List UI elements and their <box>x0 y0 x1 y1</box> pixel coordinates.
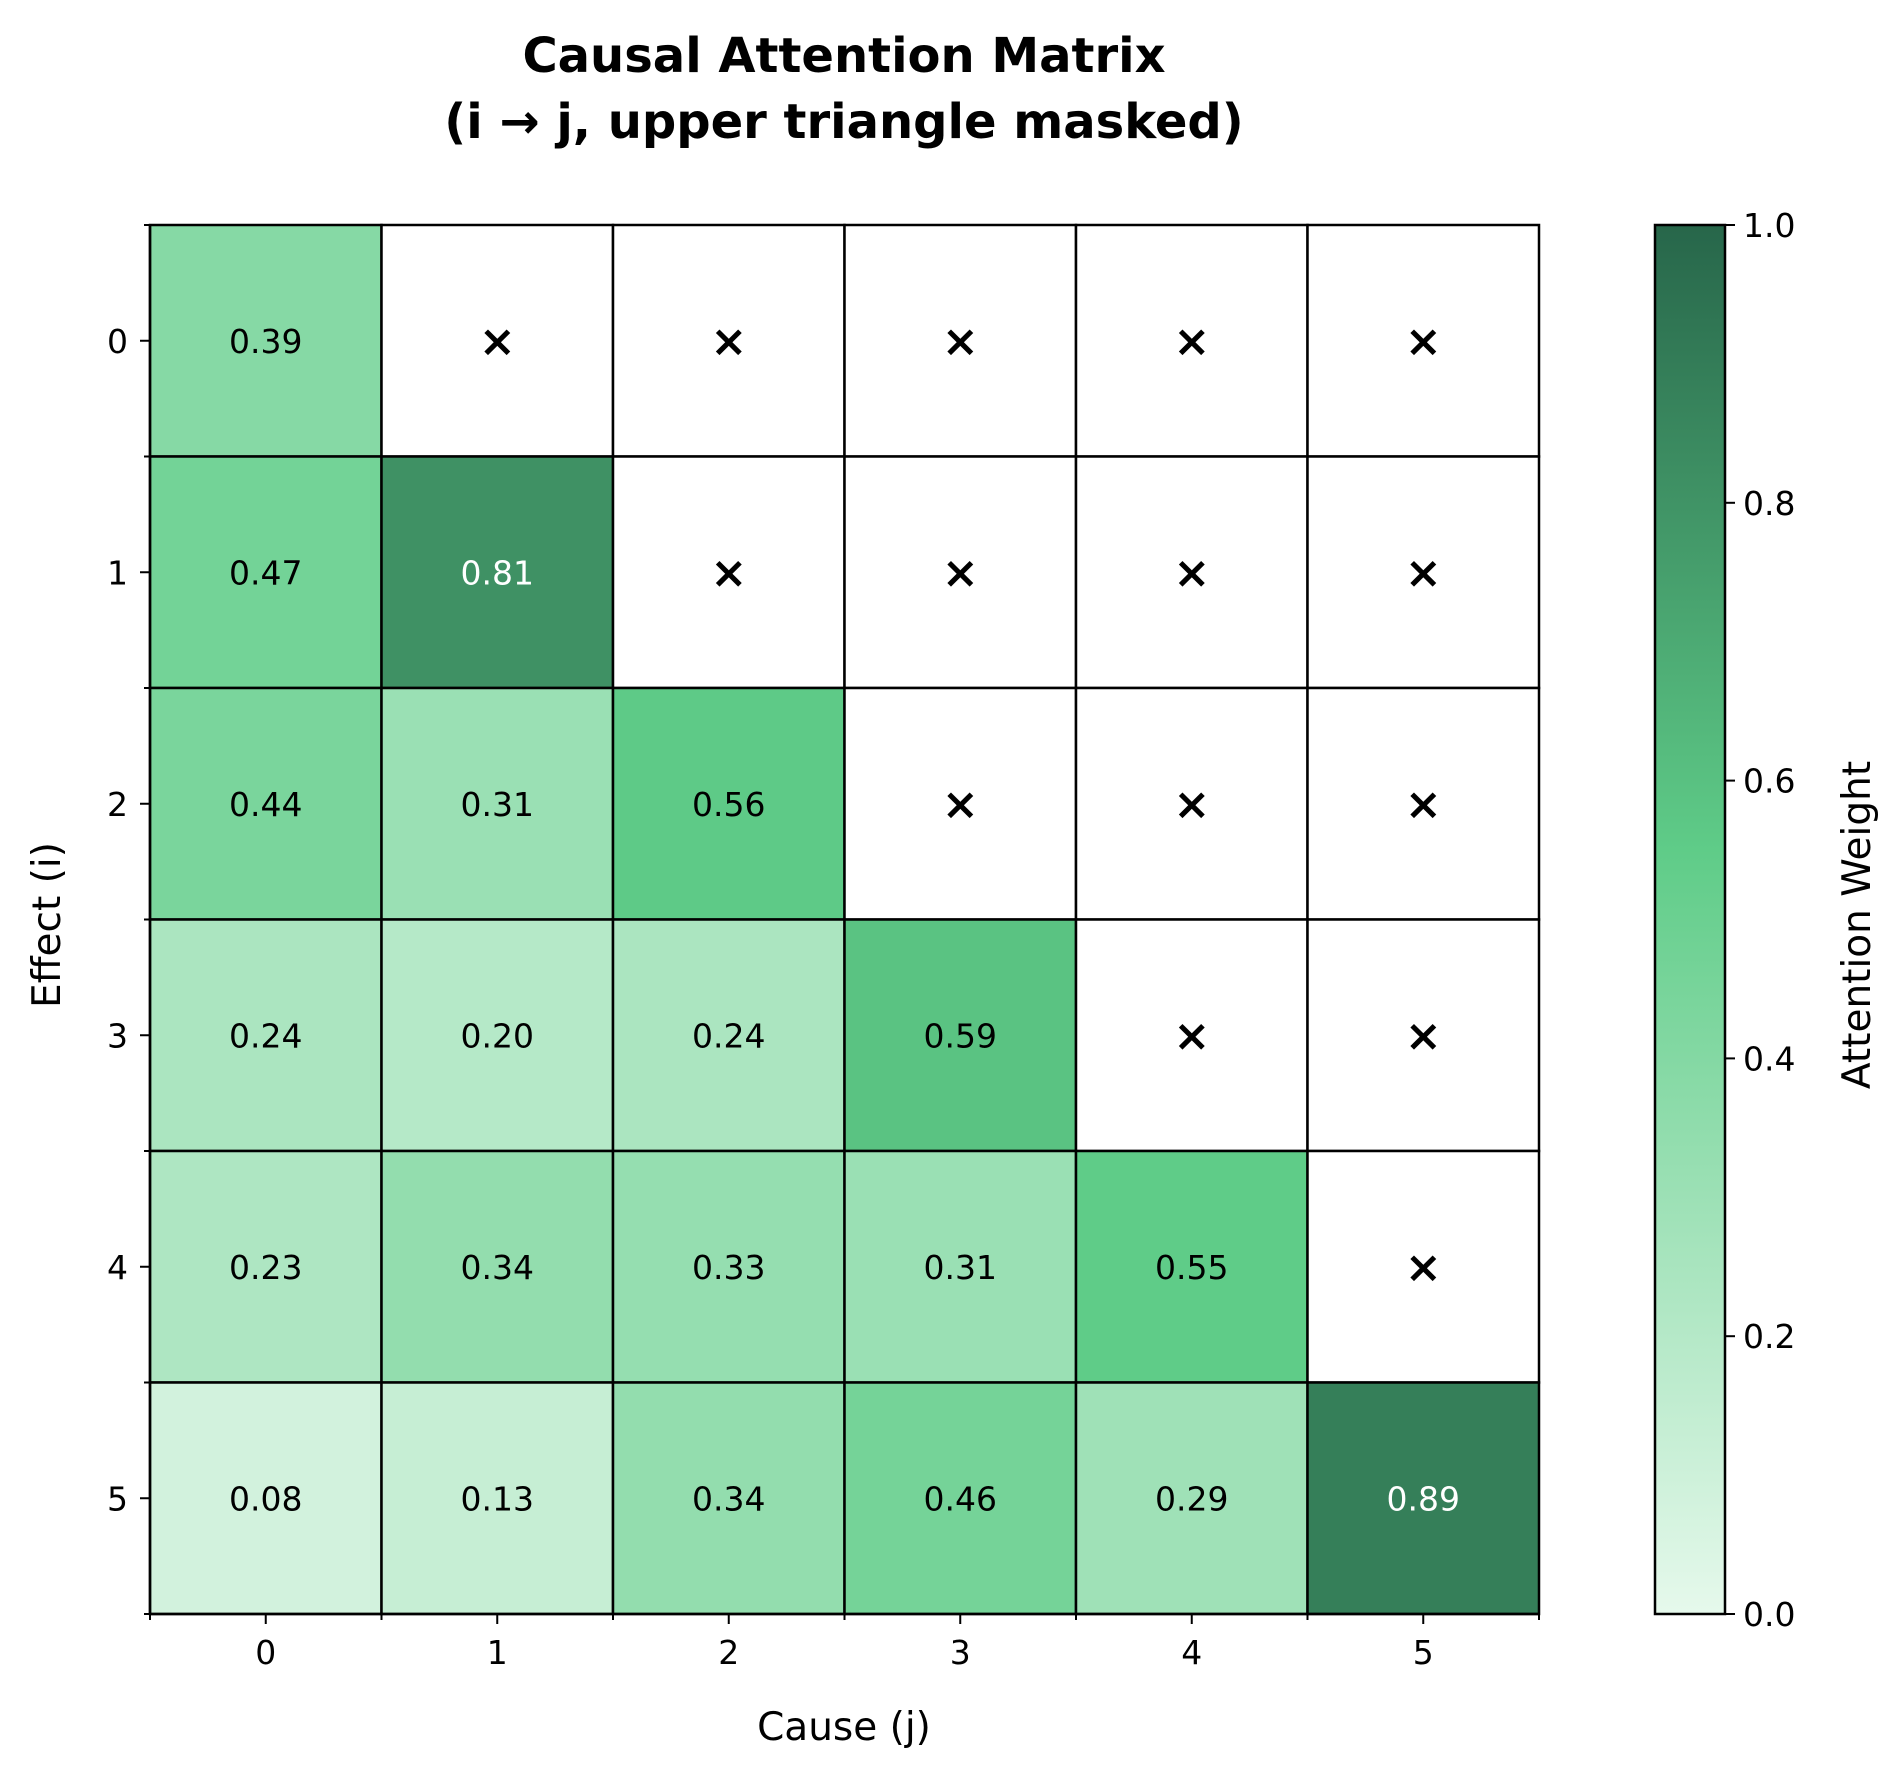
cell-value-label-5-3: 0.46 <box>924 1479 997 1518</box>
cell-value-label-5-1: 0.13 <box>461 1479 534 1518</box>
chart-title-line-2: (i → j, upper triangle masked) <box>444 94 1243 150</box>
heatmap-cell-3-0 <box>148 918 383 1153</box>
colorbar-label: Attention Weight <box>1835 761 1880 1089</box>
heatmap-cell-0-4 <box>1074 223 1309 458</box>
heatmap-cell-5-0 <box>148 1381 383 1616</box>
heatmap-cell-1-5 <box>1306 455 1541 690</box>
masked-cell-marker-0-3: × <box>942 316 979 367</box>
heatmap-axes: 0 1 2 3 4 5 0 1 2 3 4 5 <box>107 224 1540 1672</box>
y-tick-label-5: 5 <box>107 1479 128 1518</box>
y-tick-label-2: 2 <box>107 785 128 824</box>
masked-cell-marker-0-1: × <box>479 316 516 367</box>
masked-cell-marker-1-2: × <box>710 547 747 598</box>
colorbar-tick-label-3: 0.6 <box>1743 762 1795 801</box>
cell-value-label-0-0: 0.39 <box>229 322 302 361</box>
y-axis-label: Effect (i) <box>25 842 70 1008</box>
masked-cell-marker-0-2: × <box>710 316 747 367</box>
colorbar-tick-label-0: 0.0 <box>1743 1595 1795 1634</box>
colorbar-tick-label-5: 1.0 <box>1743 206 1795 245</box>
heatmap-cell-0-2 <box>611 223 846 458</box>
x-axis-label: Cause (j) <box>757 1705 931 1750</box>
y-tick-label-3: 3 <box>107 1016 128 1055</box>
x-tick-label-0: 0 <box>255 1633 276 1672</box>
masked-cell-marker-2-4: × <box>1173 779 1210 830</box>
cell-value-label-4-2: 0.33 <box>692 1248 765 1287</box>
heatmap-cell-3-3 <box>843 918 1078 1153</box>
cell-value-label-4-3: 0.31 <box>924 1248 997 1287</box>
cell-value-label-5-2: 0.34 <box>692 1479 765 1518</box>
heatmap-cell-4-4 <box>1074 1149 1309 1384</box>
cell-value-label-5-4: 0.29 <box>1155 1479 1228 1518</box>
heatmap-cell-2-3 <box>843 686 1078 921</box>
y-tick-label-4: 4 <box>107 1248 128 1287</box>
heatmap-cell-4-2 <box>611 1149 846 1384</box>
heatmap-cell-2-2 <box>611 686 846 921</box>
x-tick-label-4: 4 <box>1181 1633 1202 1672</box>
colorbar-tick-label-2: 0.4 <box>1743 1039 1795 1078</box>
heatmap-cell-0-0 <box>148 223 383 458</box>
cell-value-label-5-0: 0.08 <box>229 1479 302 1518</box>
masked-cell-marker-1-3: × <box>942 547 979 598</box>
y-tick-label-0: 0 <box>107 322 128 361</box>
colorbar-bar <box>1653 223 1727 1616</box>
heatmap-cell-4-5 <box>1306 1149 1541 1384</box>
colorbar-tick-label-1: 0.2 <box>1743 1317 1795 1356</box>
heatmap-cell-2-0 <box>148 686 383 921</box>
heatmap-cell-3-4 <box>1074 918 1309 1153</box>
heatmap-cell-0-5 <box>1306 223 1541 458</box>
cell-value-label-2-0: 0.44 <box>229 785 302 824</box>
heatmap-cell-3-1 <box>380 918 615 1153</box>
cell-value-label-4-0: 0.23 <box>229 1248 302 1287</box>
heatmap-cell-2-5 <box>1306 686 1541 921</box>
heatmap-cells: 0.39 × × × × × 0.47 0.81 × × × × 0.44 0.31 0.56 × × × 0.24… <box>148 223 1541 1616</box>
masked-cell-marker-2-5: × <box>1405 779 1442 830</box>
cell-value-label-3-3: 0.59 <box>924 1016 997 1055</box>
cell-value-label-2-2: 0.56 <box>692 785 765 824</box>
y-tick-label-1: 1 <box>107 553 128 592</box>
masked-cell-marker-3-5: × <box>1405 1010 1442 1061</box>
colorbar-tick-label-4: 0.8 <box>1743 484 1795 523</box>
cell-value-label-4-4: 0.55 <box>1155 1248 1228 1287</box>
cell-value-label-1-1: 0.81 <box>461 553 534 592</box>
cell-value-label-4-1: 0.34 <box>461 1248 534 1287</box>
cell-value-label-2-1: 0.31 <box>461 785 534 824</box>
masked-cell-marker-1-4: × <box>1173 547 1210 598</box>
heatmap-cell-4-0 <box>148 1149 383 1384</box>
masked-cell-marker-3-4: × <box>1173 1010 1210 1061</box>
heatmap-cell-1-1 <box>380 455 615 690</box>
heatmap-cell-3-2 <box>611 918 846 1153</box>
x-tick-label-2: 2 <box>718 1633 739 1672</box>
masked-cell-marker-4-5: × <box>1405 1242 1442 1293</box>
masked-cell-marker-1-5: × <box>1405 547 1442 598</box>
heatmap-cell-0-1 <box>380 223 615 458</box>
heatmap-cell-5-5 <box>1306 1381 1541 1616</box>
heatmap-cell-0-3 <box>843 223 1078 458</box>
masked-cell-marker-0-5: × <box>1405 316 1442 367</box>
cell-value-label-3-2: 0.24 <box>692 1016 765 1055</box>
heatmap-cell-1-3 <box>843 455 1078 690</box>
heatmap-cell-3-5 <box>1306 918 1541 1153</box>
heatmap-cell-5-4 <box>1074 1381 1309 1616</box>
masked-cell-marker-0-4: × <box>1173 316 1210 367</box>
heatmap-cell-2-1 <box>380 686 615 921</box>
cell-value-label-5-5: 0.89 <box>1387 1479 1460 1518</box>
heatmap-cell-4-3 <box>843 1149 1078 1384</box>
cell-value-label-1-0: 0.47 <box>229 553 302 592</box>
chart-title-line-1: Causal Attention Matrix <box>522 28 1165 84</box>
x-tick-label-5: 5 <box>1413 1633 1434 1672</box>
x-tick-label-1: 1 <box>487 1633 508 1672</box>
cell-value-label-3-0: 0.24 <box>229 1016 302 1055</box>
x-tick-label-3: 3 <box>950 1633 971 1672</box>
masked-cell-marker-2-3: × <box>942 779 979 830</box>
heatmap-cell-2-4 <box>1074 686 1309 921</box>
colorbar: 0.0 0.2 0.4 0.6 0.8 1.0 <box>1653 206 1795 1634</box>
cell-value-label-3-1: 0.20 <box>461 1016 534 1055</box>
